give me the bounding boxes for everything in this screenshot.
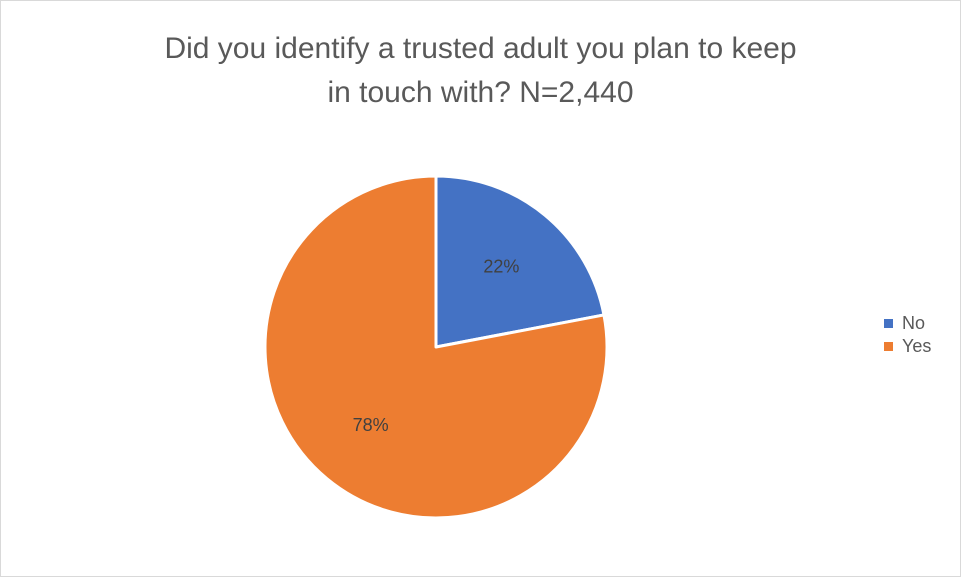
legend-item-yes: Yes <box>884 335 931 358</box>
chart-title: Did you identify a trusted adult you pla… <box>1 27 960 115</box>
legend: No Yes <box>884 312 931 358</box>
legend-swatch-no <box>884 319 893 328</box>
chart-title-line-2: in touch with? N=2,440 <box>327 76 634 109</box>
chart-title-line-1: Did you identify a trusted adult you pla… <box>164 32 797 65</box>
legend-label-yes: Yes <box>902 336 932 356</box>
data-label-no: 22% <box>483 257 519 277</box>
legend-swatch-yes <box>884 342 893 351</box>
pie-slice-no <box>434 174 606 349</box>
legend-item-no: No <box>884 312 931 335</box>
legend-label-no: No <box>902 313 926 333</box>
data-label-yes: 78% <box>353 415 389 435</box>
pie-slice-yes <box>263 174 609 520</box>
